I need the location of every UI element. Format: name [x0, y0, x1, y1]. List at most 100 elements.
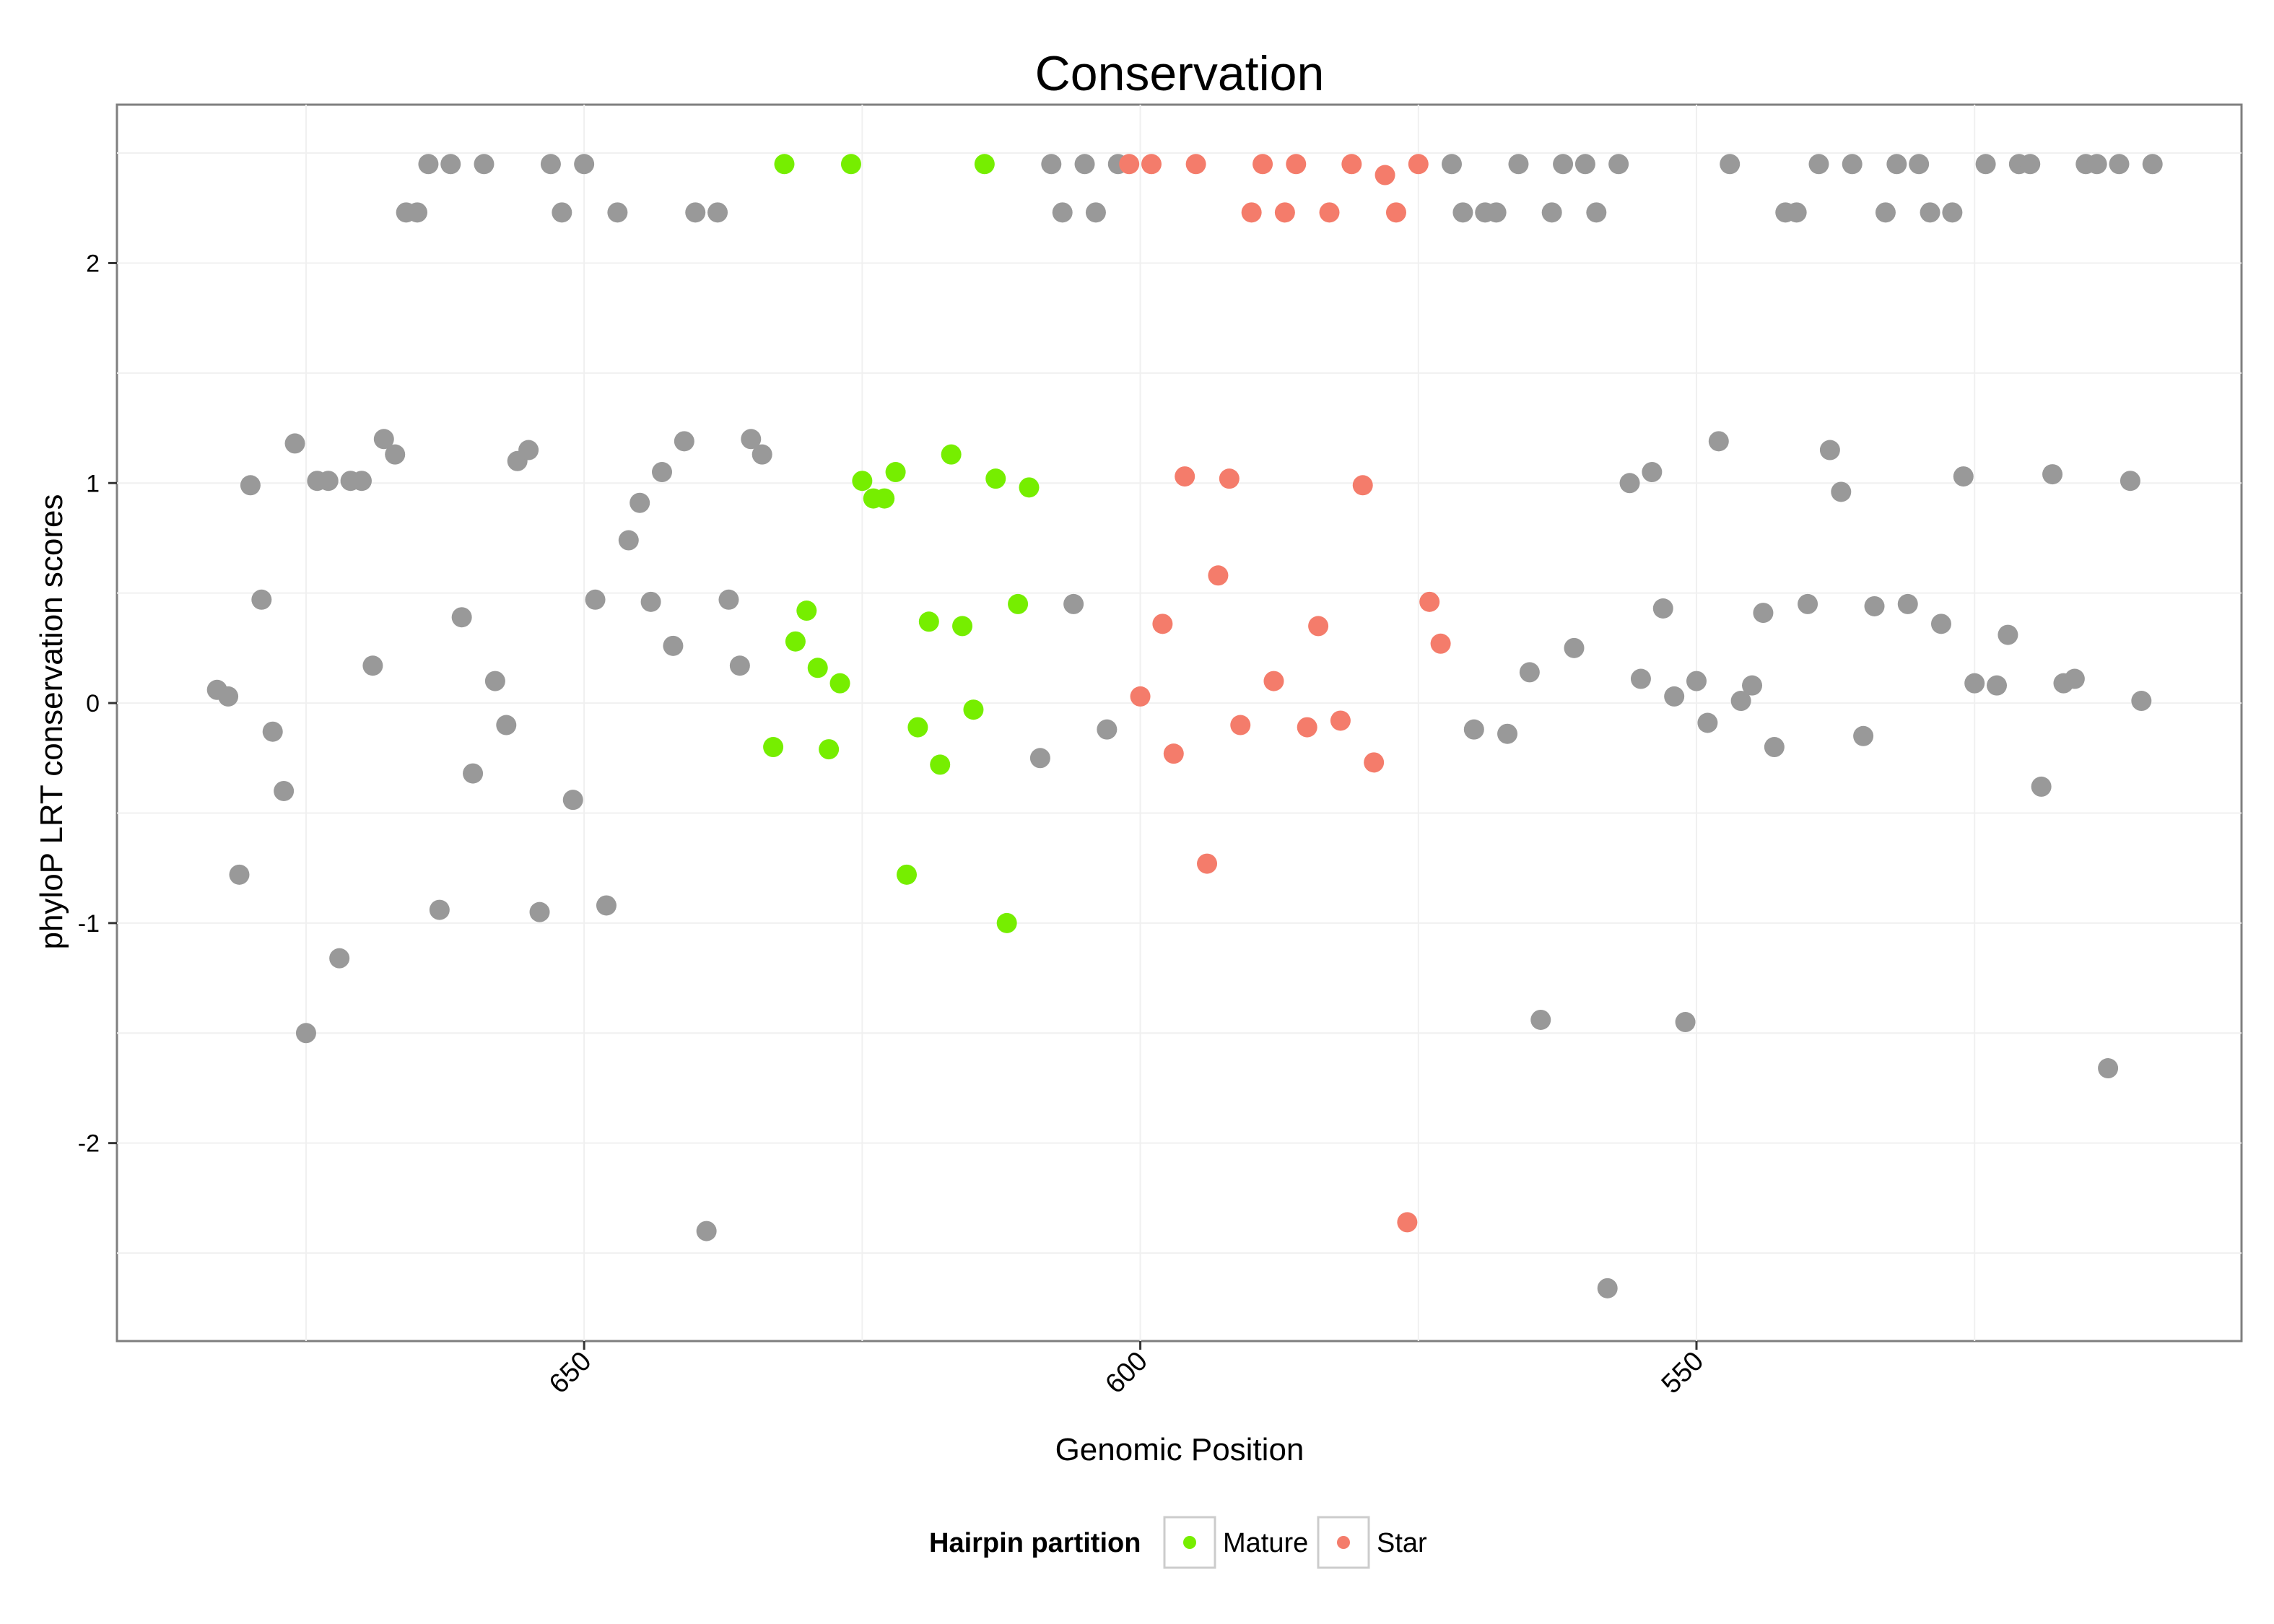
- legend-marker-mature: [1183, 1536, 1196, 1549]
- data-point-other: [1875, 202, 1896, 223]
- y-tick-label: 1: [86, 470, 100, 497]
- data-point-other: [2064, 668, 2085, 689]
- data-point-other: [1675, 1012, 1696, 1033]
- data-point-other: [552, 202, 572, 223]
- data-point-other: [351, 471, 372, 492]
- data-point-other: [585, 589, 606, 610]
- data-point-other: [718, 589, 739, 610]
- data-point-other: [1541, 202, 1562, 223]
- legend-label-mature: Mature: [1223, 1528, 1308, 1558]
- data-point-other: [1697, 712, 1718, 733]
- data-point-star: [1308, 616, 1329, 637]
- data-point-other: [1608, 154, 1629, 175]
- data-point-other: [1730, 691, 1751, 712]
- legend: Hairpin partition Mature Star: [929, 1516, 1427, 1569]
- data-point-other: [385, 444, 406, 465]
- data-point-other: [274, 780, 295, 801]
- data-point-other: [329, 948, 350, 969]
- data-point-other: [1753, 603, 1774, 624]
- data-point-mature: [885, 462, 906, 483]
- data-point-other: [1486, 202, 1507, 223]
- data-point-other: [1564, 637, 1585, 658]
- data-point-other: [1519, 662, 1540, 683]
- data-point-other: [1920, 202, 1940, 223]
- chart-title: Conservation: [1035, 46, 1325, 101]
- data-point-other: [696, 1221, 717, 1241]
- data-point-other: [1452, 202, 1473, 223]
- data-points: [206, 154, 2163, 1298]
- y-tick-label: -1: [78, 910, 100, 938]
- data-point-other: [362, 655, 383, 676]
- data-point-other: [663, 635, 684, 656]
- data-point-mature: [1008, 593, 1029, 614]
- data-point-other: [2031, 776, 2052, 797]
- data-point-other: [1975, 154, 1996, 175]
- data-point-mature: [985, 468, 1006, 489]
- data-point-star: [1141, 154, 1162, 175]
- data-point-mature: [930, 754, 951, 775]
- data-point-star: [1253, 154, 1273, 175]
- data-point-other: [418, 154, 439, 175]
- data-point-other: [1808, 154, 1829, 175]
- data-point-other: [1909, 154, 1930, 175]
- data-point-other: [707, 202, 728, 223]
- data-point-mature: [918, 611, 939, 632]
- data-point-other: [1886, 154, 1907, 175]
- data-point-other: [318, 471, 339, 492]
- data-point-other: [529, 902, 550, 922]
- data-point-mature: [874, 488, 895, 509]
- data-point-other: [1597, 1278, 1618, 1298]
- data-point-star: [1263, 671, 1284, 691]
- y-tick-label: 2: [86, 250, 100, 277]
- data-point-star: [1341, 154, 1362, 175]
- data-point-mature: [819, 739, 840, 760]
- data-point-other: [1497, 723, 1518, 744]
- data-point-mature: [807, 658, 828, 678]
- data-point-star: [1130, 686, 1151, 707]
- data-point-other: [1897, 593, 1918, 614]
- data-point-other: [262, 721, 283, 742]
- data-point-other: [1097, 719, 1118, 740]
- series-mature: [763, 154, 1040, 933]
- data-point-other: [2109, 154, 2130, 175]
- data-point-star: [1219, 468, 1240, 489]
- y-tick-label: 0: [86, 690, 100, 717]
- data-point-other: [729, 655, 750, 676]
- data-point-other: [463, 763, 484, 784]
- data-point-mature: [952, 616, 973, 637]
- data-point-star: [1375, 165, 1395, 185]
- data-point-star: [1364, 752, 1385, 773]
- data-point-other: [1819, 440, 1840, 460]
- legend-marker-star: [1337, 1536, 1350, 1549]
- data-point-mature: [785, 631, 806, 652]
- data-point-other: [1463, 719, 1484, 740]
- data-point-other: [752, 444, 772, 465]
- data-point-other: [229, 864, 250, 885]
- data-point-other: [596, 895, 617, 916]
- x-tick-label: 550: [1656, 1346, 1710, 1400]
- data-point-other: [1630, 668, 1651, 689]
- data-point-star: [1175, 466, 1195, 487]
- data-point-other: [1842, 154, 1863, 175]
- data-point-other: [1586, 202, 1607, 223]
- data-point-mature: [852, 471, 873, 492]
- data-point-other: [1953, 466, 1974, 487]
- data-point-mature: [774, 154, 795, 175]
- y-axis: -2 -1 0 1 2: [78, 250, 117, 1158]
- data-point-other: [496, 715, 517, 735]
- data-point-star: [1330, 710, 1351, 731]
- data-point-other: [518, 440, 539, 460]
- data-point-other: [451, 607, 472, 628]
- data-point-star: [1408, 154, 1429, 175]
- data-point-star: [1119, 154, 1140, 175]
- data-point-other: [1574, 154, 1595, 175]
- x-axis: 650 600 550: [544, 1341, 1709, 1400]
- data-point-other: [1853, 725, 1874, 746]
- data-point-mature: [796, 601, 817, 621]
- data-point-star: [1230, 715, 1251, 735]
- data-point-other: [1942, 202, 1963, 223]
- data-point-other: [429, 899, 450, 920]
- data-point-other: [1029, 748, 1050, 769]
- data-point-other: [1508, 154, 1529, 175]
